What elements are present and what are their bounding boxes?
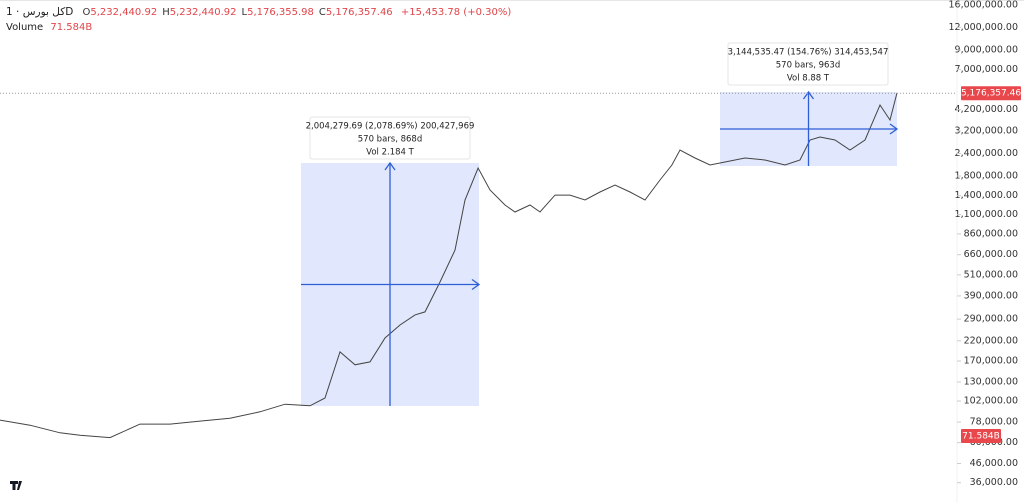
ohlc-value: 5,176,357.46 [325, 7, 393, 18]
measure-label: 3,144,535.47 (154.76%) 314,453,547 [728, 48, 889, 58]
y-tick-label: 46,000.00 [970, 458, 1018, 469]
legend-header: کل بورس · 1D O5,232,440.92 H5,232,440.92 L… [6, 5, 516, 35]
y-tick-label: 36,000.00 [970, 477, 1018, 488]
measure-label-bg [727, 42, 889, 86]
measure-label-bg [309, 116, 471, 160]
y-tick-label: 3,200,000.00 [955, 125, 1018, 136]
arrow-head [471, 278, 481, 291]
y-tick-label: 102,000.00 [964, 396, 1018, 407]
y-tick-label: 660,000.00 [964, 249, 1018, 260]
y-tick-label: 7,000,000.00 [955, 64, 1018, 75]
y-tick-label: 290,000.00 [964, 314, 1018, 325]
y-tick-label: 78,000.00 [970, 417, 1018, 428]
volume-row: Volume 71.584B [6, 20, 516, 35]
arrow-head [384, 161, 396, 171]
ohlc-value: 5,232,440.92 [90, 7, 158, 18]
ohlc-value: 5,176,355.98 [247, 7, 314, 18]
measure-label: 570 bars, 963d [776, 61, 840, 71]
measure-label: Vol 2.184 T [366, 148, 414, 158]
ohlc-value: 5,232,440.92 [169, 7, 237, 18]
symbol-row: کل بورس · 1D O5,232,440.92 H5,232,440.92 L… [6, 5, 516, 20]
y-tick-label: 1,800,000.00 [955, 171, 1018, 182]
last-price-tag: 5,176,357.46 [961, 89, 1021, 99]
arrow-head [802, 90, 815, 100]
y-tick-label: 860,000.00 [964, 228, 1018, 239]
y-tick-label: 390,000.00 [964, 290, 1018, 301]
y-tick-label: 9,000,000.00 [955, 44, 1018, 55]
last-price-tag-bg [961, 86, 1021, 101]
y-tick-label: 2,400,000.00 [955, 148, 1018, 159]
measure-label: 570 bars, 868d [358, 135, 422, 145]
logo-bg [8, 477, 26, 493]
arrow-head [889, 123, 899, 135]
price-line [0, 93, 898, 439]
measure-label: 2,004,279.69 (2,078.69%) 200,427,969 [306, 122, 475, 132]
symbol-title[interactable]: کل بورس · 1D [6, 6, 74, 18]
y-tick-label: 16,000,000.00 [948, 0, 1018, 10]
y-tick-label: 12,000,000.00 [948, 22, 1018, 33]
logo [10, 481, 22, 490]
volume-label[interactable]: Volume [6, 22, 44, 33]
ohlc: O5,232,440.92 H5,232,440.92 L5,176,355.98 C… [83, 7, 398, 18]
y-tick-label: 1,100,000.00 [955, 209, 1018, 220]
y-tick-label: 510,000.00 [964, 269, 1018, 280]
ohlc-label: O [82, 7, 91, 18]
volume-tag-bg [961, 429, 1001, 443]
y-tick-label: 1,400,000.00 [955, 190, 1018, 201]
measure-label: Vol 8.88 T [787, 74, 830, 84]
ohlc-label: H [162, 7, 170, 18]
volume-tag: 71.584B [962, 432, 1000, 442]
ohlc-label: C [318, 7, 326, 18]
ohlc-label: L [241, 7, 248, 18]
change: +15,453.78 (+0.30%) [400, 7, 512, 18]
y-tick-label: 4,200,000.00 [955, 104, 1018, 115]
volume-value: 71.584B [50, 22, 93, 33]
y-tick-label: 220,000.00 [964, 335, 1018, 346]
y-tick-label: 130,000.00 [964, 377, 1018, 388]
y-tick-label: 170,000.00 [964, 356, 1018, 367]
